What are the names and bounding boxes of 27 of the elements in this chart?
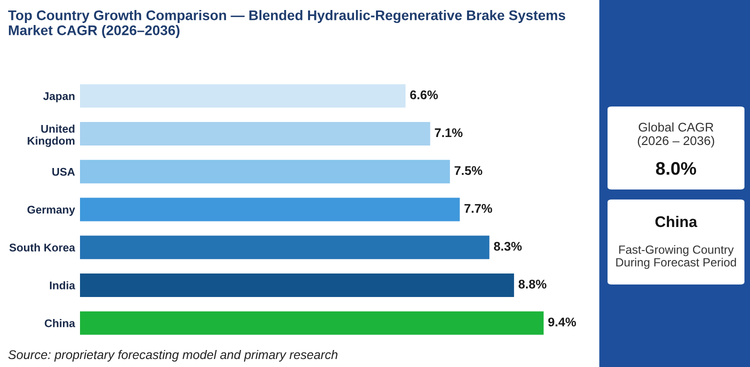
y-tick-label: South Korea xyxy=(9,243,76,252)
text: Global CAGR (2026 – 2036) xyxy=(638,122,714,148)
bar xyxy=(80,273,514,297)
data-label: 7.5% xyxy=(454,166,482,175)
bar xyxy=(80,236,490,260)
bar xyxy=(80,160,450,184)
data-label: 7.7% xyxy=(464,204,492,213)
data-label: 8.3% xyxy=(494,242,522,251)
y-tick-label: USA xyxy=(52,168,75,176)
data-label: 6.6% xyxy=(410,90,438,100)
bar xyxy=(80,311,544,335)
text: 8.0% xyxy=(656,162,696,175)
bar xyxy=(80,198,460,222)
text: Fast-Growing Country During Forecast Period xyxy=(616,245,736,269)
bar xyxy=(80,122,430,146)
data-label: 9.4% xyxy=(548,318,576,326)
bar xyxy=(80,84,406,108)
data-label: 8.8% xyxy=(518,280,546,289)
source-note: Source: proprietary forecasting model and primary research xyxy=(8,350,338,362)
y-tick-label: United Kingdom xyxy=(28,124,74,147)
y-tick-label: China xyxy=(44,319,76,328)
y-tick-label: Germany xyxy=(27,206,76,216)
y-tick-label: India xyxy=(50,281,76,290)
chart-title: Top Country Growth Comparison — Blended Hydraulic-Regenerative Brake Systems Market CAGR (2026–2036) xyxy=(8,10,566,38)
text: China xyxy=(655,216,698,228)
data-label: 7.1% xyxy=(434,128,463,138)
y-tick-label: Japan xyxy=(43,92,74,102)
